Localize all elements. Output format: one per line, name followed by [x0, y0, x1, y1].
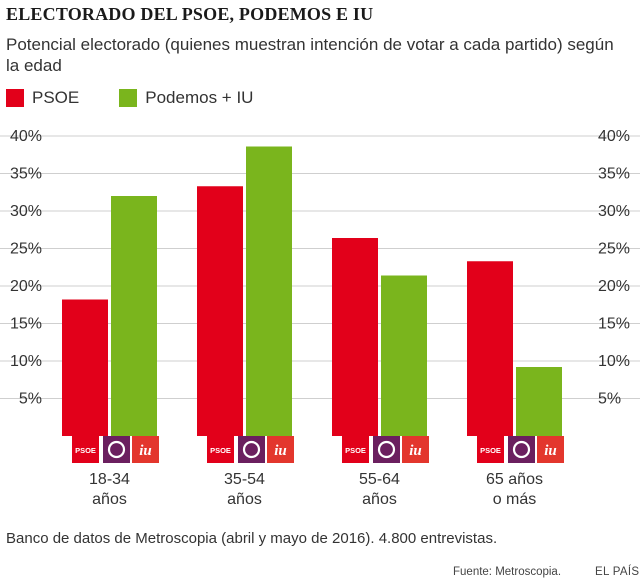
x-tick-label: 65 años: [486, 471, 543, 488]
y-tick-label-left: 20%: [10, 278, 42, 295]
x-tick-label: 18-34: [89, 471, 130, 488]
brand-label: EL PAÍS: [595, 566, 640, 578]
bar-psoe: [62, 299, 108, 436]
y-tick-label-right: 10%: [598, 353, 630, 370]
podemos-logo: [373, 436, 400, 463]
podemos-circle-icon: [107, 440, 126, 459]
y-tick-label-left: 30%: [10, 203, 42, 220]
legend: PSOE Podemos + IU: [6, 88, 293, 108]
podemos-logo: [238, 436, 265, 463]
y-tick-label-left: 25%: [10, 241, 42, 258]
iu-logo: [132, 436, 159, 463]
iu-logo-text: iu: [409, 443, 422, 459]
y-tick-label-right: 35%: [598, 166, 630, 183]
y-tick-label-left: 40%: [10, 128, 42, 145]
podemos-circle-icon: [512, 440, 531, 459]
y-tick-label-left: 35%: [10, 166, 42, 183]
y-tick-label-left: 10%: [10, 353, 42, 370]
x-tick-label: o más: [493, 491, 537, 508]
legend-swatch-podemos: [119, 89, 138, 107]
bar-chart: 5% 5% 10% 10% 15% 15% 20% 20% 25% 25% 30% 30% 35% 35%…: [0, 128, 640, 508]
x-tick-label: años: [227, 491, 262, 508]
legend-label-psoe: PSOE: [32, 88, 80, 107]
iu-logo-text: iu: [274, 443, 287, 459]
podemos-circle-icon: [242, 440, 261, 459]
iu-logo-text: iu: [544, 443, 557, 459]
podemos-logo: [508, 436, 535, 463]
psoe-logo: [342, 436, 369, 463]
bar-psoe: [332, 238, 378, 436]
y-tick-label-left: 5%: [19, 391, 42, 408]
legend-label-podemos: Podemos + IU: [145, 88, 254, 107]
bar-podemos-iu: [246, 146, 292, 436]
podemos-circle-icon: [377, 440, 396, 459]
legend-item-podemos: Podemos + IU: [119, 88, 253, 108]
chart-title: ELECTORADO DEL PSOE, PODEMOS E IU: [6, 4, 374, 24]
psoe-logo: [72, 436, 99, 463]
y-tick-label-right: 5%: [598, 391, 621, 408]
bar-psoe: [467, 261, 513, 436]
iu-logo: [267, 436, 294, 463]
chart-subtitle: Potencial electorado (quienes muestran i…: [6, 35, 614, 75]
y-tick-label-right: 25%: [598, 241, 630, 258]
y-tick-label-right: 30%: [598, 203, 630, 220]
bar-psoe: [197, 186, 243, 436]
x-tick-label: 35-54: [224, 471, 265, 488]
psoe-logo: [477, 436, 504, 463]
legend-swatch-psoe: [6, 89, 24, 107]
y-tick-label-right: 40%: [598, 128, 630, 145]
y-tick-label-right: 20%: [598, 278, 630, 295]
iu-logo-text: iu: [139, 443, 152, 459]
iu-logo: [537, 436, 564, 463]
y-tick-label-left: 15%: [10, 316, 42, 333]
podemos-logo: [103, 436, 130, 463]
bar-podemos-iu: [516, 367, 562, 436]
source-credit: Fuente: Metroscopia.: [453, 566, 562, 578]
psoe-logo-text: PSOE: [210, 446, 231, 455]
psoe-logo-text: PSOE: [75, 446, 96, 455]
y-tick-label-right: 15%: [598, 316, 630, 333]
x-tick-label: años: [362, 491, 397, 508]
psoe-logo-text: PSOE: [480, 446, 501, 455]
bar-podemos-iu: [111, 196, 157, 436]
footnote: Banco de datos de Metroscopia (abril y m…: [6, 530, 498, 547]
x-tick-label: años: [92, 491, 127, 508]
legend-item-psoe: PSOE: [6, 88, 79, 108]
bar-podemos-iu: [381, 275, 427, 436]
psoe-logo: [207, 436, 234, 463]
x-tick-label: 55-64: [359, 471, 400, 488]
iu-logo: [402, 436, 429, 463]
psoe-logo-text: PSOE: [345, 446, 366, 455]
